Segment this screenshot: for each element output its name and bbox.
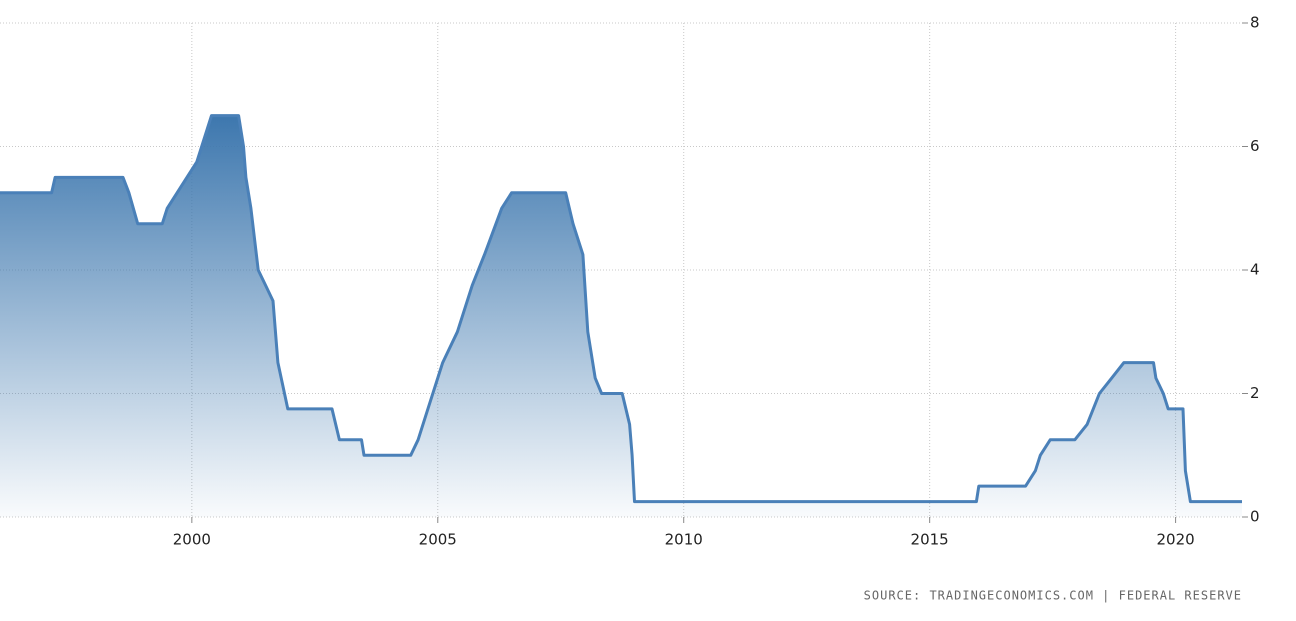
- area-fill: [0, 115, 1242, 517]
- x-tick-label: 2005: [419, 531, 457, 549]
- y-tick-label: 8: [1250, 14, 1260, 32]
- x-tick-label: 2010: [665, 531, 703, 549]
- x-tick-label: 2020: [1157, 531, 1195, 549]
- y-tick-label: 2: [1250, 384, 1260, 402]
- y-tick-label: 6: [1250, 137, 1260, 155]
- line: [0, 114, 1242, 504]
- x-tick-label: 2015: [911, 531, 949, 549]
- y-tick-label: 4: [1250, 261, 1260, 279]
- source: SOURCE: TRADINGECONOMICS.COM | FEDERAL R…: [864, 589, 1242, 603]
- x-tick-label: 2000: [173, 531, 211, 549]
- y-tick-label: 0: [1250, 508, 1260, 526]
